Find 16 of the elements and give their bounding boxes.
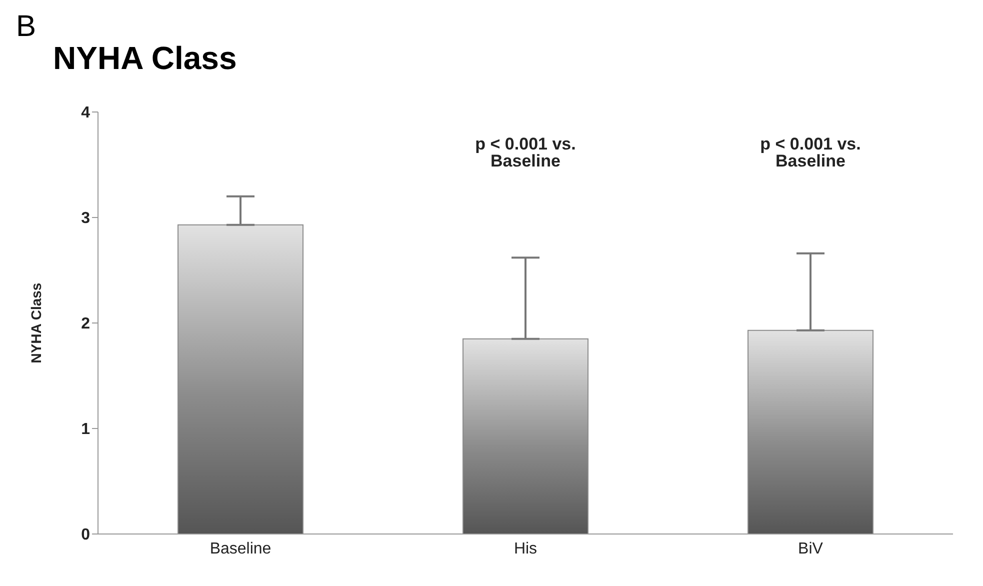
bar [748,330,874,534]
bar [462,338,588,534]
chart-subtitle: B [16,10,36,44]
x-tick-label: BiV [798,540,824,558]
x-tick-label: His [514,540,538,558]
y-tick-label: 3 [81,210,90,228]
y-tick-label: 4 [81,104,90,122]
annotation: p < 0.001 vs. Baseline [475,134,576,171]
annotation: p < 0.001 vs. Baseline [760,134,861,171]
y-tick-label: 0 [81,526,90,544]
x-tick-label: Baseline [210,540,272,558]
y-axis-title: NYHA Class [28,282,44,364]
y-tick-label: 1 [81,421,90,438]
y-tick-label: 2 [81,316,90,333]
bar [178,224,304,534]
chart-title: NYHA Class [53,40,237,77]
